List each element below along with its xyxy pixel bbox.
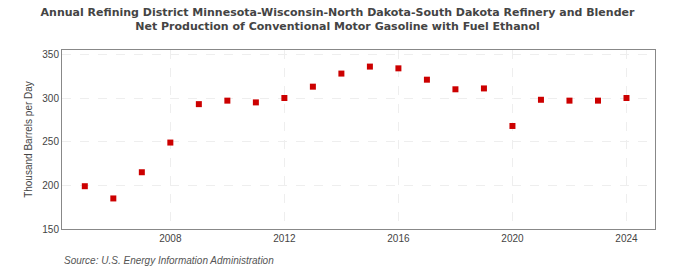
svg-text:2020: 2020 bbox=[501, 233, 524, 244]
svg-text:2012: 2012 bbox=[273, 233, 296, 244]
svg-text:300: 300 bbox=[42, 93, 59, 104]
svg-text:Annual Refining District Minne: Annual Refining District Minnesota-Wisco… bbox=[41, 6, 635, 33]
svg-text:Source: U.S. Energy Informatio: Source: U.S. Energy Information Administ… bbox=[64, 255, 274, 266]
svg-text:150: 150 bbox=[42, 224, 59, 235]
svg-text:2008: 2008 bbox=[159, 233, 182, 244]
svg-text:350: 350 bbox=[42, 49, 59, 60]
svg-text:200: 200 bbox=[42, 180, 59, 191]
svg-text:2016: 2016 bbox=[387, 233, 410, 244]
svg-text:Thousand Barrels per Day: Thousand Barrels per Day bbox=[23, 81, 34, 198]
svg-text:250: 250 bbox=[42, 136, 59, 147]
svg-text:2024: 2024 bbox=[615, 233, 638, 244]
